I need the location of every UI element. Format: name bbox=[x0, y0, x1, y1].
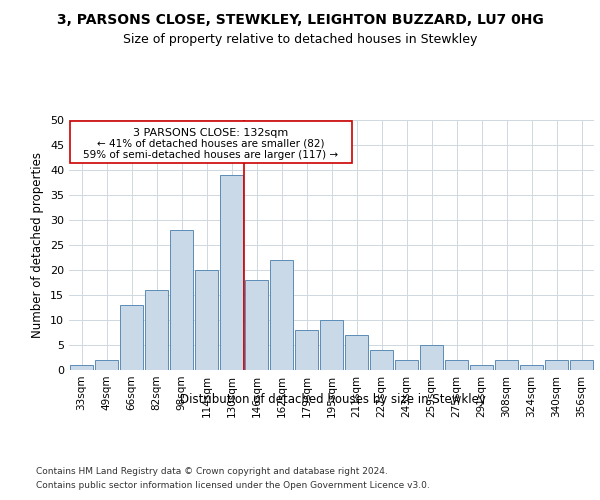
Bar bbox=[470, 365, 493, 370]
Bar bbox=[545, 360, 568, 370]
Bar bbox=[170, 230, 193, 370]
Text: Distribution of detached houses by size in Stewkley: Distribution of detached houses by size … bbox=[180, 392, 486, 406]
Bar bbox=[494, 360, 518, 370]
FancyBboxPatch shape bbox=[70, 121, 352, 162]
Bar bbox=[445, 360, 469, 370]
Bar bbox=[194, 270, 218, 370]
Bar bbox=[320, 320, 343, 370]
Text: 59% of semi-detached houses are larger (117) →: 59% of semi-detached houses are larger (… bbox=[83, 150, 338, 160]
Y-axis label: Number of detached properties: Number of detached properties bbox=[31, 152, 44, 338]
Bar bbox=[569, 360, 593, 370]
Bar bbox=[145, 290, 169, 370]
Bar bbox=[220, 175, 244, 370]
Bar bbox=[119, 305, 143, 370]
Bar bbox=[370, 350, 394, 370]
Bar bbox=[269, 260, 293, 370]
Text: 3, PARSONS CLOSE, STEWKLEY, LEIGHTON BUZZARD, LU7 0HG: 3, PARSONS CLOSE, STEWKLEY, LEIGHTON BUZ… bbox=[56, 12, 544, 26]
Text: Size of property relative to detached houses in Stewkley: Size of property relative to detached ho… bbox=[123, 32, 477, 46]
Bar bbox=[95, 360, 118, 370]
Bar bbox=[295, 330, 319, 370]
Bar bbox=[419, 345, 443, 370]
Text: 3 PARSONS CLOSE: 132sqm: 3 PARSONS CLOSE: 132sqm bbox=[133, 128, 289, 138]
Bar bbox=[344, 335, 368, 370]
Bar bbox=[395, 360, 418, 370]
Bar bbox=[520, 365, 544, 370]
Text: Contains HM Land Registry data © Crown copyright and database right 2024.: Contains HM Land Registry data © Crown c… bbox=[36, 468, 388, 476]
Text: Contains public sector information licensed under the Open Government Licence v3: Contains public sector information licen… bbox=[36, 481, 430, 490]
Bar bbox=[70, 365, 94, 370]
Text: ← 41% of detached houses are smaller (82): ← 41% of detached houses are smaller (82… bbox=[97, 139, 325, 149]
Bar bbox=[245, 280, 268, 370]
